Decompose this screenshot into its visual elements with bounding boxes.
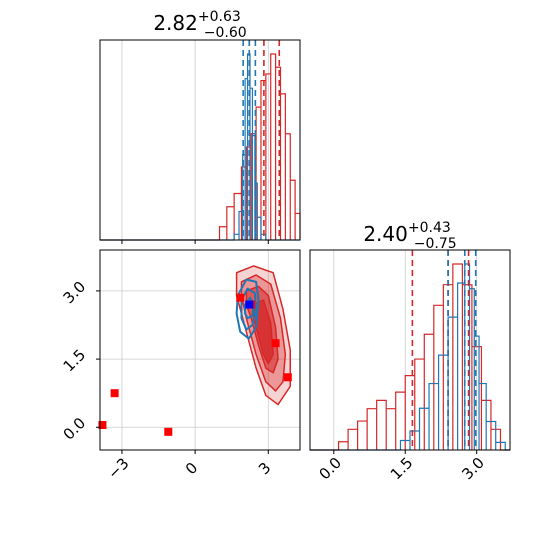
marginal-x-title: 2.82+0.63 −0.60 [153,9,246,41]
joint-x-tick-label: −3 [104,454,132,482]
joint-marker-red [164,427,173,436]
marginal-y-ticks: 0.0 1.5 3.0 [315,450,488,484]
joint-marker-blue [245,300,254,309]
marginal-y-title-value: 2.40 [363,222,408,246]
marginal-x-panel: 2.82+0.63 −0.60 [99,9,301,244]
joint-frame [99,249,301,451]
marginal-y-panel: 0.0 1.5 3.0 2.40+0.43 −0.75 [309,220,511,484]
joint-contour-red [252,299,274,365]
joint-contours [235,265,291,406]
marginal-x-hist-blue [100,53,300,241]
marginal-y-title-minus: −0.75 [414,236,457,252]
joint-marker-red [236,293,245,302]
marginal-x-title-minus: −0.60 [204,25,247,41]
marginal-y-histograms [310,263,510,451]
marginal-x-histograms [100,53,301,241]
marginal-y-frame [309,249,511,451]
joint-contour-blue [240,287,258,331]
joint-markers [98,293,292,436]
marginal-x-hist-red [100,53,301,241]
marginal-y-quantile-lines [411,250,477,450]
marginal-y-title-plus: +0.43 [408,220,451,236]
joint-contour-blue [235,278,260,340]
marginal-y-tick-label: 3.0 [458,454,488,484]
joint-marker-red [271,339,280,348]
joint-contour-blue [244,296,255,320]
marginal-y-tick-label: 1.5 [387,454,417,484]
marginal-y-hist-red [310,263,510,451]
joint-x-tick-label: 3 [255,459,274,478]
marginal-y-hist-blue [310,263,510,451]
marginal-x-title-value: 2.82 [153,11,198,35]
marginal-x-quantile-lines [242,40,281,240]
marginal-y-title: 2.40+0.43 −0.75 [363,220,456,252]
marginal-y-tick-label: 0.0 [315,454,345,484]
joint-x-tick-label: 0 [182,459,201,478]
marginal-x-frame [99,39,301,241]
joint-marker-red [98,421,107,429]
joint-panel: −3 0 3 0.0 1.5 3.0 [60,249,301,483]
joint-y-tick-label: 1.5 [60,346,90,376]
marginal-x-title-plus: +0.63 [198,9,241,25]
joint-marker-red [283,373,292,382]
joint-y-tick-label: 0.0 [60,414,90,444]
joint-y-tick-label: 3.0 [60,278,90,308]
joint-marker-red [110,389,119,398]
marginal-x-ticks [121,240,269,244]
